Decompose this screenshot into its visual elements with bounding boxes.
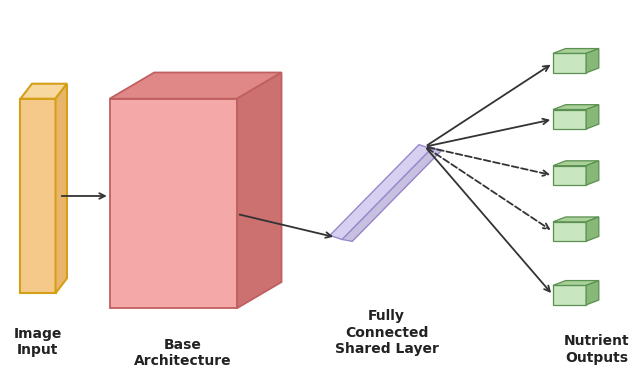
Polygon shape (553, 54, 586, 73)
Polygon shape (586, 49, 599, 73)
Polygon shape (109, 99, 237, 308)
Polygon shape (553, 280, 599, 285)
Text: Fully
Connected
Shared Layer: Fully Connected Shared Layer (335, 310, 438, 356)
Text: Base
Architecture: Base Architecture (134, 338, 232, 368)
Polygon shape (553, 285, 586, 305)
Polygon shape (553, 161, 599, 166)
Polygon shape (342, 149, 442, 241)
Polygon shape (553, 110, 586, 129)
Text: Nutrient
Outputs: Nutrient Outputs (564, 334, 630, 365)
Polygon shape (553, 105, 599, 110)
Polygon shape (20, 99, 56, 293)
Polygon shape (553, 217, 599, 222)
Polygon shape (553, 49, 599, 54)
Polygon shape (553, 222, 586, 241)
Polygon shape (586, 161, 599, 185)
Polygon shape (20, 84, 67, 99)
Polygon shape (237, 72, 282, 308)
Polygon shape (586, 280, 599, 305)
Polygon shape (340, 146, 442, 241)
Polygon shape (553, 166, 586, 185)
Polygon shape (56, 84, 67, 293)
Polygon shape (586, 105, 599, 129)
Polygon shape (586, 217, 599, 241)
Text: Image
Input: Image Input (13, 327, 62, 357)
Polygon shape (330, 145, 431, 239)
Polygon shape (109, 72, 282, 99)
